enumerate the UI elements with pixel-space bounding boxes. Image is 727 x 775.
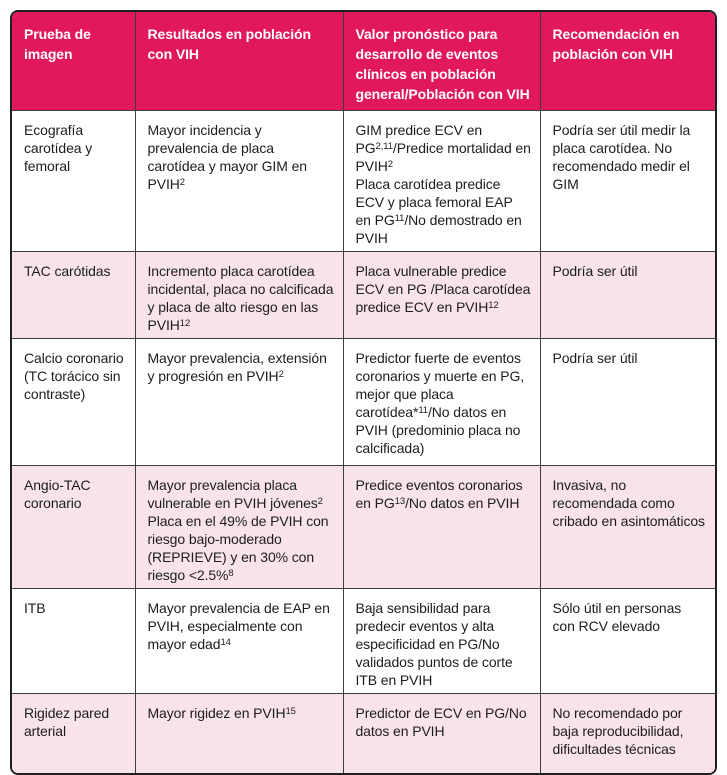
reference-superscript: 2: [317, 495, 323, 507]
imaging-tests-table: Prueba de imagen Resultados en población…: [10, 10, 717, 775]
reference-superscript: 2: [278, 368, 284, 380]
recommendation-cell: No recomendado por baja reproducibilidad…: [539, 693, 715, 773]
reference-superscript: 2,11: [375, 140, 393, 152]
hiv-results-cell: Incremento placa carotídea incidental, p…: [134, 251, 344, 339]
reference-superscript: 12: [488, 299, 499, 311]
reference-superscript: 2: [179, 176, 185, 188]
test-name-cell: ITB: [12, 588, 136, 694]
reference-superscript: 8: [228, 567, 234, 579]
hiv-results-cell: Mayor prevalencia placa vulnerable en PV…: [134, 465, 344, 589]
table-row: Angio-TAC coronario Mayor prevalencia pla…: [12, 465, 715, 589]
prognostic-value-cell: Predice eventos coronarios en PG13/No da…: [342, 465, 541, 589]
column-header-prognostic-value: Valor pronóstico para desarrollo de even…: [342, 11, 541, 111]
comparison-table: Prueba de imagen Resultados en población…: [12, 11, 715, 773]
column-header-test: Prueba de imagen: [12, 11, 136, 111]
reference-superscript: 12: [179, 317, 191, 329]
table-header-row: Prueba de imagen Resultados en población…: [12, 11, 715, 111]
recommendation-cell: Invasiva, no recomendada como cribado en…: [539, 465, 715, 589]
recommendation-cell: Sólo útil en personas con RCV elevado: [539, 588, 715, 694]
recommendation-cell: Podría ser útil: [539, 251, 715, 339]
reference-superscript: 14: [220, 636, 231, 648]
reference-superscript: 15: [285, 705, 296, 717]
table-header: Prueba de imagen Resultados en población…: [12, 11, 715, 111]
test-name-cell: TAC carótidas: [12, 251, 136, 339]
test-name-cell: Ecografía carotídea y femoral: [12, 110, 136, 252]
recommendation-cell: Podría ser útil medir la placa carotídea…: [539, 110, 715, 252]
hiv-results-cell: Mayor rigidez en PVIH15: [134, 693, 344, 773]
reference-superscript: 11: [418, 404, 428, 416]
column-header-hiv-results: Resultados en población con VIH: [134, 11, 344, 111]
prognostic-value-cell: Baja sensibilidad para predecir eventos …: [342, 588, 541, 694]
reference-superscript: 2: [387, 158, 393, 170]
recommendation-cell: Podría ser útil: [539, 338, 715, 466]
prognostic-value-cell: Predictor de ECV en PG/No datos en PVIH: [342, 693, 541, 773]
hiv-results-cell: Mayor incidencia y prevalencia de placa …: [134, 110, 344, 252]
reference-superscript: 11: [394, 212, 405, 224]
hiv-results-cell: Mayor prevalencia, extensión y progresió…: [134, 338, 344, 466]
table-row: Ecografía carotídea y femoral Mayor incid…: [12, 110, 715, 252]
prognostic-value-cell: Placa vulnerable predice ECV en PG /Plac…: [342, 251, 541, 339]
table-row: Rigidez pared arterial Mayor rigidez en P…: [12, 693, 715, 773]
hiv-results-cell: Mayor prevalencia de EAP en PVIH, especi…: [134, 588, 344, 694]
test-name-cell: Calcio coronario (TC torácico sin contra…: [12, 338, 136, 466]
table-row: Calcio coronario (TC torácico sin contra…: [12, 338, 715, 466]
column-header-recommendation: Recomendación en población con VIH: [539, 11, 715, 111]
table-row: TAC carótidas Incremento placa carotídea …: [12, 251, 715, 339]
test-name-cell: Angio-TAC coronario: [12, 465, 136, 589]
table-body: Ecografía carotídea y femoral Mayor incid…: [12, 110, 715, 773]
reference-superscript: 13: [394, 495, 406, 507]
table-row: ITB Mayor prevalencia de EAP en PVIH, esp…: [12, 588, 715, 694]
test-name-cell: Rigidez pared arterial: [12, 693, 136, 773]
prognostic-value-cell: GIM predice ECV en PG2,11/Predice mortal…: [342, 110, 541, 252]
prognostic-value-cell: Predictor fuerte de eventos coronarios y…: [342, 338, 541, 466]
